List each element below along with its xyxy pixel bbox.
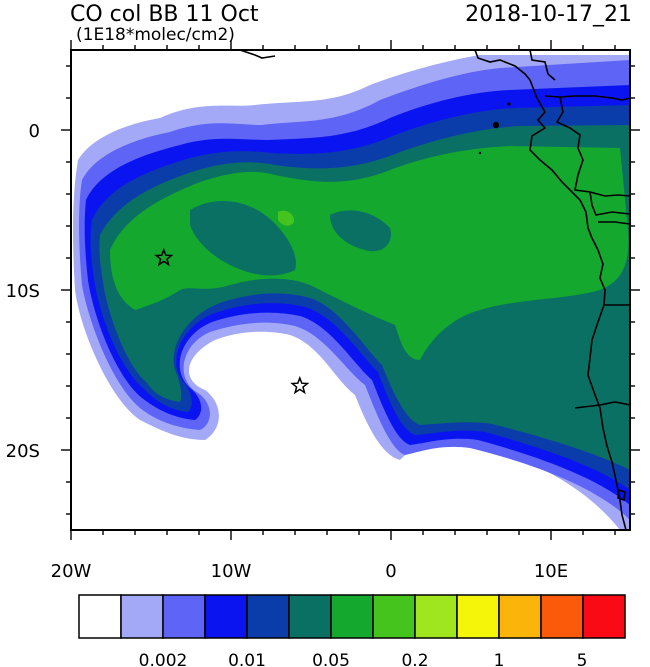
colorbar-label-005: 0.05: [312, 651, 350, 667]
lon-label-10w: 10W: [211, 561, 252, 582]
colorbar-label-001: 0.01: [228, 651, 266, 667]
coastline: [239, 50, 630, 530]
colorbar-box-11: [540, 594, 584, 639]
axis-ticks: [61, 40, 640, 540]
islands: [478, 102, 511, 155]
colorbar-label-0002: 0.002: [139, 651, 188, 667]
plume-band-01: [110, 146, 629, 360]
lat-label-20s: 20S: [6, 441, 40, 462]
colorbar-label-1: 1: [494, 651, 505, 667]
colorbar-label-02: 0.2: [401, 651, 428, 667]
colorbar-box-2: [162, 594, 206, 639]
colorbar-box-5: [288, 594, 332, 639]
lat-label-0: 0: [29, 121, 40, 142]
lon-label-20w: 20W: [51, 561, 92, 582]
star-marker-west: [154, 247, 174, 267]
colorbar-box-0: [78, 594, 122, 639]
colorbar: [78, 594, 626, 639]
colorbar-box-8: [414, 594, 458, 639]
plume-patch-teal-a: [190, 200, 296, 276]
colorbar-box-1: [120, 594, 164, 639]
colorbar-box-9: [456, 594, 500, 639]
plume-patch-lightgreen: [278, 210, 295, 226]
colorbar-label-5: 5: [577, 651, 588, 667]
star-markers: [154, 247, 310, 395]
plume-field: [73, 55, 630, 530]
colorbar-box-6: [330, 594, 374, 639]
units-label: (1E18*molec/cm2): [76, 25, 235, 45]
colorbar-box-4: [246, 594, 290, 639]
plume-patch-teal-b: [330, 210, 391, 252]
datetime-label: 2018-10-17_21: [465, 2, 632, 27]
colorbar-box-3: [204, 594, 248, 639]
colorbar-box-12: [582, 594, 626, 639]
star-marker-center: [290, 375, 310, 395]
lon-label-0: 0: [385, 561, 396, 582]
colorbar-box-7: [372, 594, 416, 639]
map-title: CO col BB 11 Oct: [70, 2, 259, 27]
lat-label-10s: 10S: [6, 281, 40, 302]
lon-label-10e: 10E: [534, 561, 568, 582]
colorbar-box-10: [498, 594, 542, 639]
